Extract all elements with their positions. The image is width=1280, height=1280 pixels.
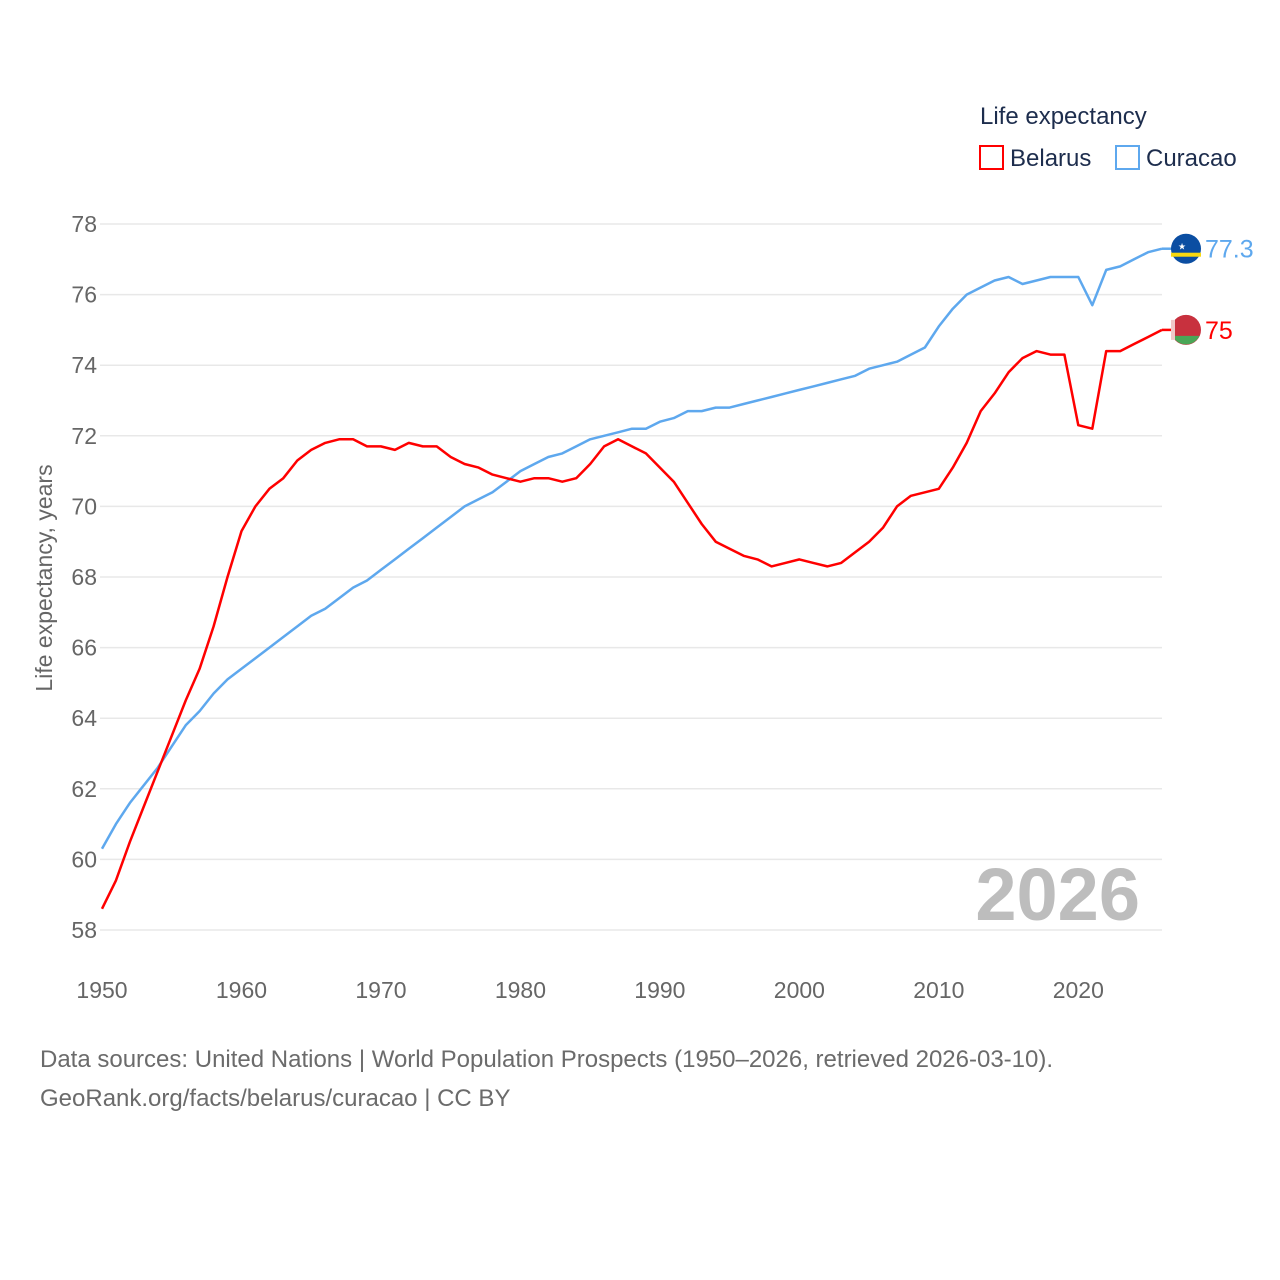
x-tick-label: 2010 [913,977,964,1003]
footer-attribution: GeoRank.org/facts/belarus/curacao | CC B… [40,1085,511,1112]
end-value-label-curacao: 77.3 [1205,236,1254,264]
y-tick-label: 60 [71,846,97,872]
x-tick-label: 1950 [76,977,127,1003]
x-tick-label: 1970 [355,977,406,1003]
end-value-label-belarus: 75 [1205,317,1233,345]
y-tick-label: 70 [71,493,97,519]
legend-swatch-curacao [1115,145,1140,170]
legend-item-belarus[interactable]: Belarus [979,145,1091,172]
year-watermark: 2026 [975,853,1140,936]
x-tick-label: 2000 [774,977,825,1003]
x-tick-label: 1990 [634,977,685,1003]
y-tick-label: 64 [71,705,97,731]
series-line-curacao [100,247,1163,850]
y-tick-label: 66 [71,635,97,661]
legend-label-belarus: Belarus [1010,145,1091,172]
legend-swatch-belarus [979,145,1004,170]
y-tick-label: 78 [71,211,97,237]
y-tick-label: 68 [71,564,97,590]
flag-ornament [1171,319,1175,340]
legend-title: Life expectancy [980,103,1147,130]
footer-sources: Data sources: United Nations | World Pop… [40,1046,1054,1073]
x-tick-label: 1960 [216,977,267,1003]
y-tick-label: 74 [71,352,97,378]
y-tick-label: 72 [71,423,97,449]
flag-stripe [1172,335,1200,345]
x-tick-label: 1980 [495,977,546,1003]
flag-star: ★ [1178,242,1186,252]
legend-item-curacao[interactable]: Curacao [1115,145,1237,172]
y-axis-label: Life expectancy, years [31,464,57,691]
series-line-belarus [100,328,1163,910]
y-tick-label: 58 [71,917,97,943]
y-tick-label: 76 [71,282,97,308]
flag-stripe [1171,252,1201,257]
legend-label-curacao: Curacao [1146,145,1237,172]
y-tick-label: 62 [71,776,97,802]
x-tick-label: 2020 [1053,977,1104,1003]
